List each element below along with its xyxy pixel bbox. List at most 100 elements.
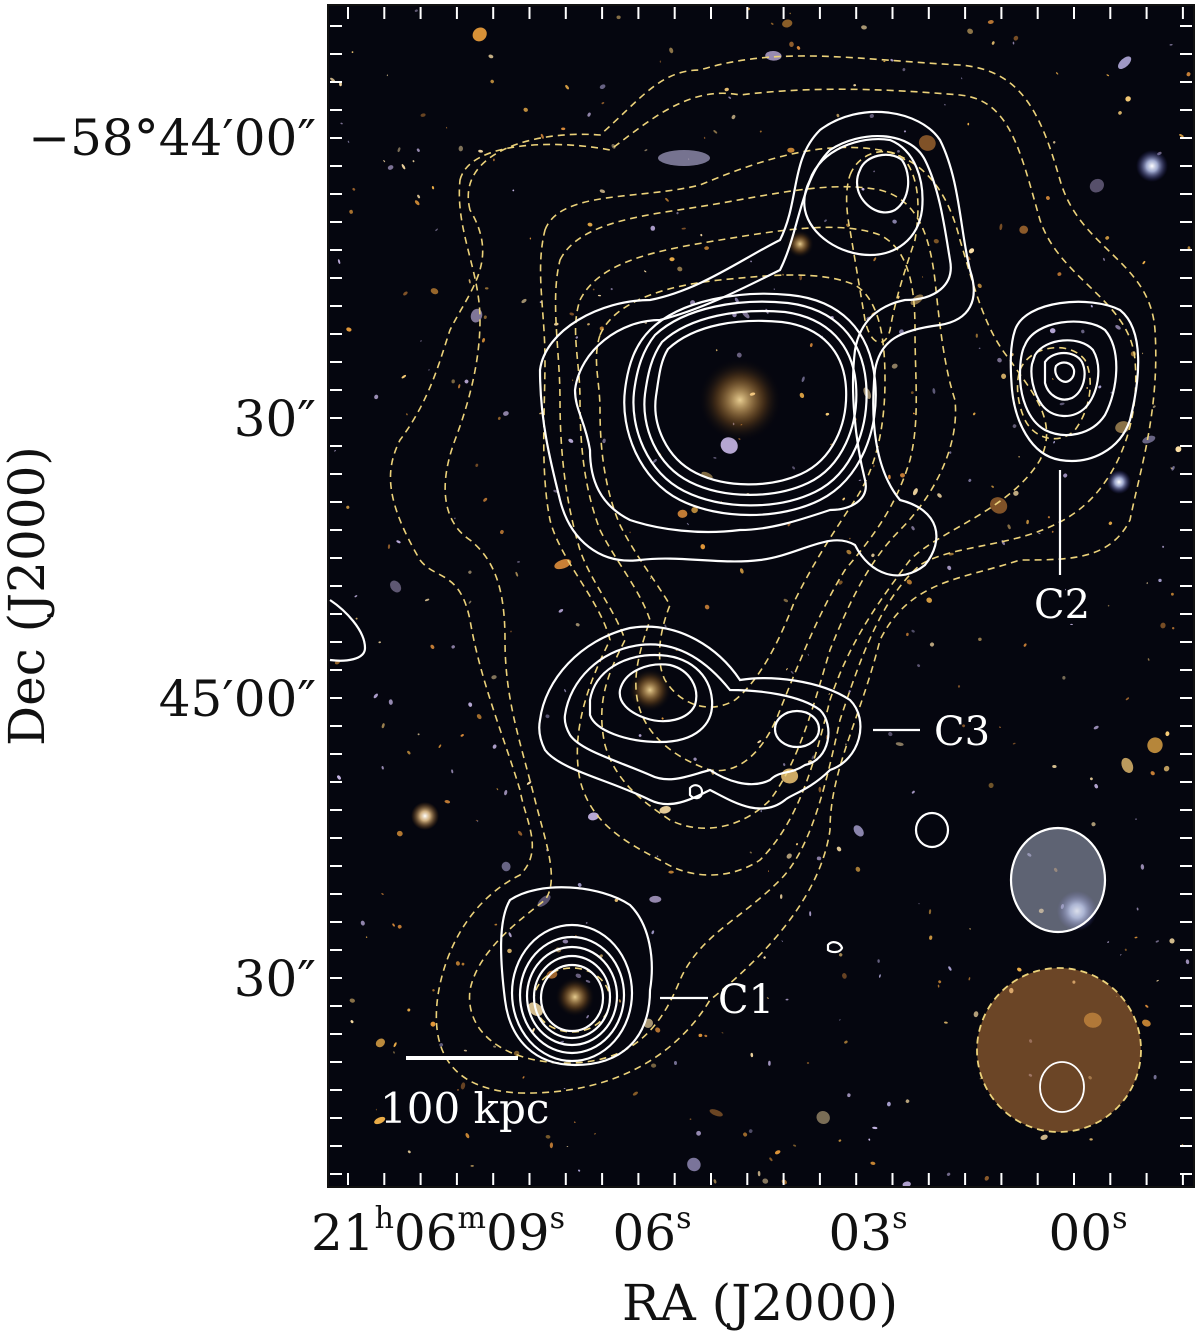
field-galaxy (888, 474, 891, 480)
x-tick-label-1: 21h06m09s (311, 1201, 565, 1262)
field-galaxy (458, 384, 461, 389)
field-galaxy (886, 1101, 891, 1107)
field-galaxy (786, 853, 792, 859)
field-galaxy (1160, 622, 1166, 629)
field-galaxy (937, 984, 940, 988)
field-galaxy (917, 664, 921, 668)
field-galaxy (906, 632, 909, 637)
field-galaxy (861, 187, 865, 191)
field-galaxy (809, 343, 813, 348)
field-galaxy (340, 122, 343, 125)
field-galaxy (517, 830, 523, 836)
field-galaxy (957, 685, 961, 688)
field-galaxy (698, 1033, 703, 1038)
solid-contour (632, 300, 868, 507)
field-galaxy (686, 522, 689, 526)
field-galaxy (677, 266, 683, 272)
field-galaxy (393, 1042, 397, 1048)
field-galaxy (928, 909, 932, 915)
field-galaxy (586, 1015, 589, 1019)
field-galaxy (979, 1078, 982, 1080)
solid-contour (914, 811, 950, 849)
field-galaxy (1053, 440, 1056, 444)
field-galaxy (969, 928, 971, 930)
field-galaxy (599, 189, 606, 194)
field-galaxy (911, 790, 915, 794)
field-galaxy (664, 624, 667, 628)
field-galaxy (393, 1051, 395, 1054)
field-galaxy (871, 553, 875, 558)
field-galaxy (869, 113, 874, 119)
field-galaxy (360, 920, 365, 926)
field-galaxy (977, 283, 982, 289)
field-galaxy (760, 809, 762, 813)
field-galaxy (890, 58, 894, 62)
field-galaxy (460, 1082, 466, 1090)
field-galaxy (785, 998, 789, 1001)
field-galaxy (750, 1052, 754, 1058)
field-galaxy (1121, 757, 1134, 773)
field-galaxy (1090, 777, 1093, 781)
field-galaxy (483, 497, 488, 502)
field-galaxy (968, 478, 972, 482)
field-galaxy (378, 641, 381, 644)
field-galaxy (937, 493, 942, 498)
field-galaxy (782, 19, 793, 28)
field-galaxy (861, 25, 867, 30)
field-galaxy (351, 51, 354, 53)
field-galaxy (818, 786, 822, 793)
field-galaxy (1091, 822, 1096, 827)
field-galaxy (375, 1038, 385, 1048)
field-galaxy (774, 1150, 781, 1155)
field-galaxy (1093, 725, 1099, 730)
field-galaxy (1012, 742, 1016, 745)
field-galaxy (1026, 519, 1029, 525)
field-galaxy (416, 148, 420, 152)
field-galaxy (789, 41, 794, 47)
field-galaxy (512, 189, 515, 192)
field-galaxy (347, 140, 350, 143)
field-galaxy (739, 568, 744, 574)
field-galaxy (614, 898, 619, 902)
field-galaxy (464, 379, 469, 384)
field-galaxy (451, 769, 454, 774)
field-galaxy (873, 170, 875, 173)
field-galaxy (704, 246, 709, 250)
field-galaxy (458, 145, 464, 152)
solid-contour (643, 309, 858, 496)
field-galaxy (602, 438, 606, 444)
field-galaxy (629, 531, 631, 534)
field-galaxy (858, 479, 862, 481)
field-galaxy (569, 312, 574, 316)
field-galaxy (649, 895, 662, 903)
field-galaxy (610, 288, 613, 291)
field-galaxy (587, 222, 593, 227)
field-galaxy (883, 60, 886, 63)
field-galaxy (472, 27, 487, 42)
field-galaxy (873, 464, 875, 468)
field-galaxy (444, 800, 451, 804)
field-galaxy (478, 149, 483, 153)
field-galaxy (407, 750, 411, 755)
field-galaxy (918, 903, 920, 905)
field-galaxy (1185, 959, 1190, 965)
solid-contour (688, 784, 704, 800)
field-galaxy (1007, 524, 1011, 530)
field-galaxy (475, 463, 479, 467)
field-galaxy (643, 270, 647, 273)
solid-contour (573, 134, 952, 534)
solid-contour (538, 110, 975, 577)
field-galaxy (1169, 938, 1175, 944)
field-galaxy (1136, 907, 1139, 911)
field-galaxy (601, 102, 605, 105)
solid-contour (1043, 351, 1086, 401)
x-tick-label-3: 03s (828, 1201, 907, 1262)
field-galaxy (337, 259, 341, 264)
field-galaxy (638, 734, 642, 737)
field-galaxy (1135, 818, 1137, 821)
field-galaxy (836, 846, 842, 852)
field-galaxy (999, 223, 1003, 231)
solid-contour (1030, 339, 1100, 417)
field-galaxy (599, 84, 606, 90)
dashed-contour (574, 226, 918, 772)
